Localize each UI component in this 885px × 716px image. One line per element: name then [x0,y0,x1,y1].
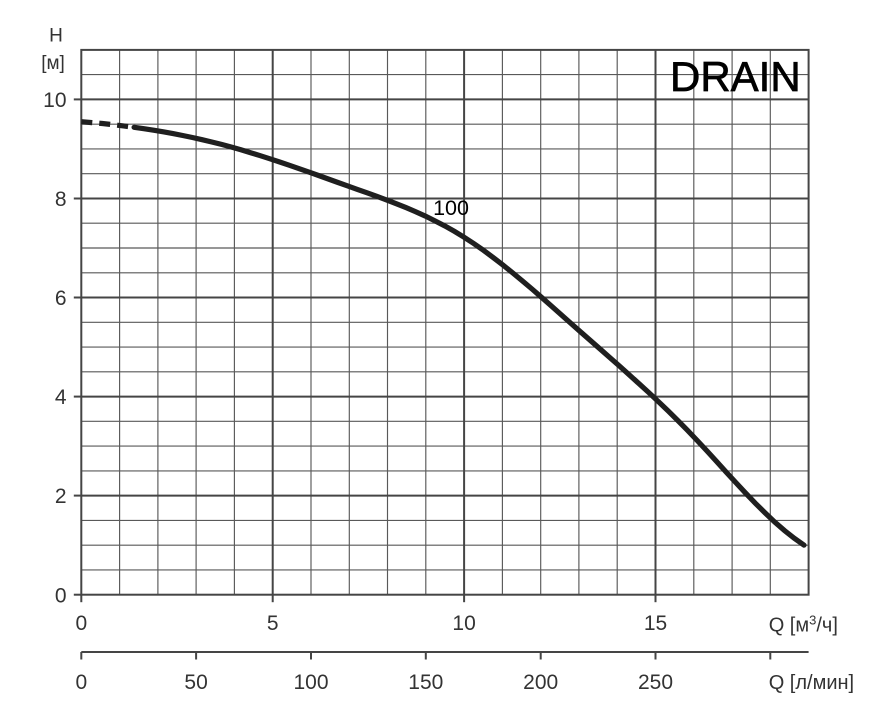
svg-text:200: 200 [523,671,558,694]
svg-text:15: 15 [644,612,667,635]
svg-text:Q [л/мин]: Q [л/мин] [769,672,854,694]
svg-text:H: H [49,26,63,47]
svg-text:[м]: [м] [41,53,65,74]
svg-text:0: 0 [75,671,87,694]
svg-text:100: 100 [433,196,469,220]
svg-text:10: 10 [452,612,475,635]
svg-text:50: 50 [184,671,207,694]
svg-text:5: 5 [267,612,279,635]
svg-text:Q [м3/ч]: Q [м3/ч] [769,612,838,636]
svg-text:10: 10 [43,89,66,112]
svg-text:8: 8 [55,188,67,211]
svg-text:150: 150 [408,671,443,694]
svg-text:4: 4 [55,386,67,409]
svg-text:2: 2 [55,485,67,508]
svg-text:6: 6 [55,287,67,310]
svg-text:DRAIN: DRAIN [670,53,801,100]
svg-text:100: 100 [293,671,328,694]
svg-text:0: 0 [75,612,87,635]
svg-text:250: 250 [638,671,673,694]
svg-text:0: 0 [55,584,67,607]
